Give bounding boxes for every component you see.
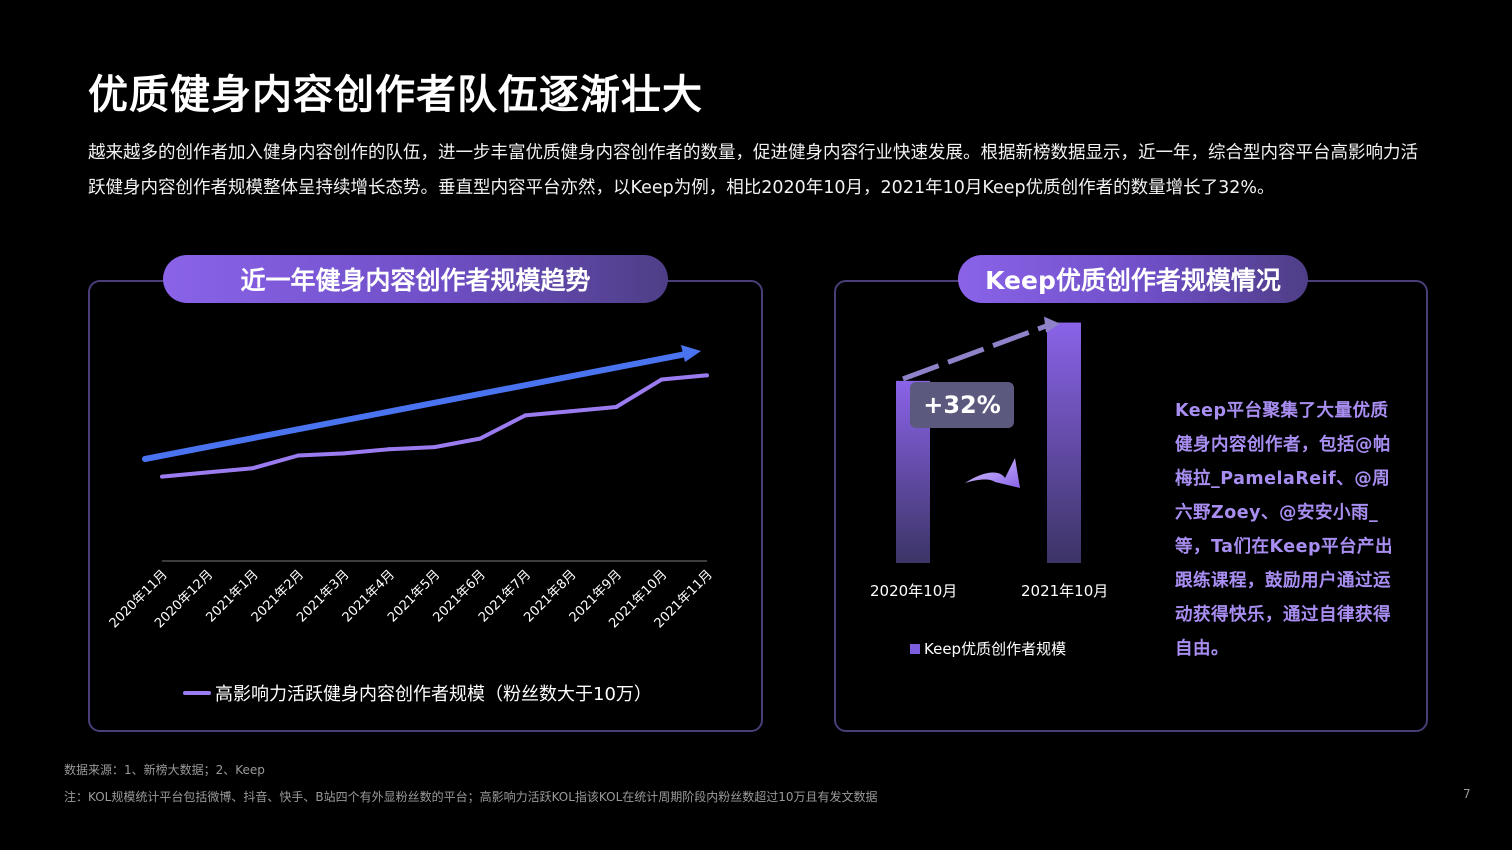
data-point <box>477 436 482 441</box>
growth-badge: +32% <box>910 382 1014 428</box>
line-legend: 高影响力活跃健身内容创作者规模（粉丝数大于10万） <box>183 680 652 706</box>
data-point <box>387 447 392 452</box>
data-point <box>205 470 210 475</box>
data-point <box>705 373 709 378</box>
legend-square-icon <box>910 643 920 654</box>
data-point <box>432 445 437 450</box>
keep-panel-title: Keep优质创作者规模情况 <box>958 255 1308 303</box>
trend-arrow-head <box>681 345 701 362</box>
series-line <box>161 373 708 479</box>
bar <box>1047 322 1081 563</box>
data-point <box>250 466 255 471</box>
data-point <box>160 474 164 479</box>
keep-description: Keep平台聚集了大量优质健身内容创作者，包括@帕梅拉_PamelaReif、@… <box>1175 401 1394 659</box>
trend-panel-title: 近一年健身内容创作者规模趋势 <box>163 255 668 303</box>
data-point <box>296 453 301 458</box>
growth-curve-arrow <box>965 458 1020 488</box>
bar-legend: Keep优质创作者规模 <box>910 638 1066 659</box>
growth-dashed-line <box>902 322 1051 382</box>
data-point <box>568 409 573 414</box>
bar-legend-label: Keep优质创作者规模 <box>924 640 1067 658</box>
bar-label-2021: 2021年10月 <box>1021 582 1109 600</box>
trend-arrow-line <box>142 351 689 462</box>
data-point <box>614 404 619 409</box>
page-number: 7 <box>1463 787 1471 801</box>
intro-paragraph: 越来越多的创作者加入健身内容创作的队伍，进一步丰富优质健身内容创作者的数量，促进… <box>88 143 1418 198</box>
line-legend-label: 高影响力活跃健身内容创作者规模（粉丝数大于10万） <box>215 684 652 705</box>
page-title: 优质健身内容创作者队伍逐渐壮大 <box>88 72 703 118</box>
line-chart-group: 2020年11月2020年12月2021年1月2021年2月2021年3月202… <box>107 373 716 631</box>
growth-arrow-head <box>1044 316 1060 333</box>
data-point <box>341 451 346 456</box>
source-note: 数据来源：1、新榜大数据；2、Keep <box>64 763 265 777</box>
legend-line-icon <box>183 691 211 695</box>
bar-label-2020: 2020年10月 <box>870 582 958 600</box>
data-point <box>523 413 528 418</box>
bar-chart-group <box>896 316 1081 563</box>
footnote: 注：KOL规模统计平台包括微博、抖音、快手、B站四个有外显粉丝数的平台；高影响力… <box>64 790 878 804</box>
data-point <box>659 377 664 382</box>
